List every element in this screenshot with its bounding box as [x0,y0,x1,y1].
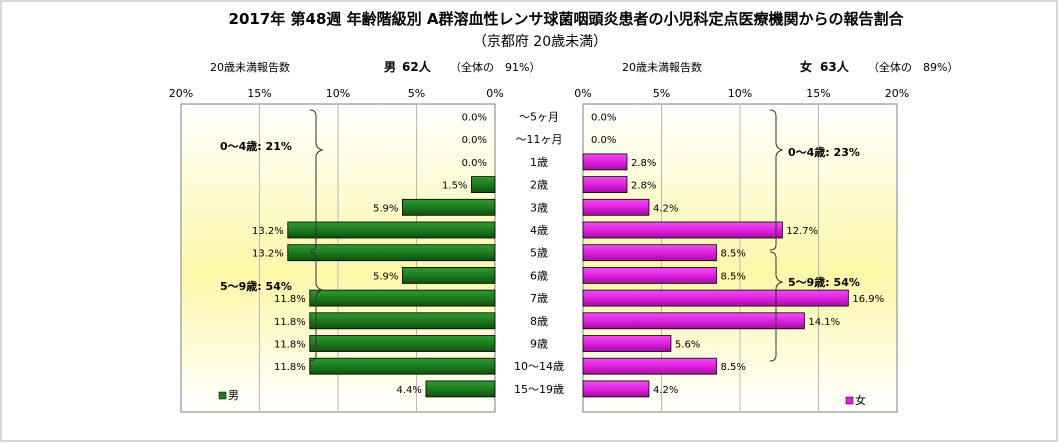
female-tick-label: 10% [728,87,752,100]
female-data-label: 0.0% [591,113,616,124]
male-tick-label: 20% [169,87,193,100]
female-bar [582,153,628,171]
annotation-male-5-9: 5～9歳: 54% [220,279,292,293]
category-label: 1歳 [530,156,548,169]
female-bar [582,221,783,239]
male-data-label: 5.9% [373,271,398,282]
female-data-label: 2.8% [631,181,656,192]
category-label: 4歳 [530,224,548,237]
category-label: ～11ヶ月 [516,133,563,146]
legend-male-label: 男 [228,389,239,402]
male-data-label: 5.9% [373,203,398,214]
male-tick-label: 5% [408,87,425,100]
chart-subtitle: （京都府 20歳未満） [473,34,607,50]
axis-tick-labels: 20% 15% 10% 5% 0% 0% 5% 10% 15% 20% [169,87,909,100]
female-data-label: 2.8% [631,158,656,169]
data-labels: 0.0% 0.0% 0.0% 0.0% 0.0% 2.8% 1.5% 2.8% 5.9% 4.2%… [252,113,884,396]
category-label: 15～19歳 [514,383,564,396]
female-bar [582,357,717,375]
female-tick-label: 5% [653,87,670,100]
female-data-label: 4.2% [653,203,678,214]
male-data-label: 0.0% [462,113,487,124]
female-bar [582,380,650,398]
male-data-label: 11.8% [274,317,306,328]
male-tick-label: 0% [486,87,503,100]
male-data-label: 11.8% [274,340,306,351]
male-bar [309,335,496,352]
male-tick-label: 15% [247,87,271,100]
male-brace-5-9 [309,251,324,362]
female-summary-count: 63人 [820,59,850,74]
female-data-label: 14.1% [808,317,840,328]
legend-female-swatch [845,396,854,405]
female-data-label: 8.5% [720,362,745,373]
female-data-label: 8.5% [720,249,745,260]
female-data-label: 0.0% [591,135,616,146]
male-bar [471,176,496,194]
male-data-label: 13.2% [252,226,284,237]
male-bar [309,357,496,375]
male-summary-sex: 男 [384,60,396,74]
male-brace-0-4 [309,109,324,251]
category-label: 5歳 [530,247,548,260]
category-label: 8歳 [530,315,548,328]
male-tick-label: 10% [326,87,350,100]
female-caption: 20歳未満報告数 [622,61,702,74]
category-label: 9歳 [530,338,548,351]
male-bar [401,198,496,216]
category-labels: ～5ヶ月 ～11ヶ月 1歳 2歳 3歳 4歳 5歳 6歳 7歳 8歳 9歳 10～14歳 15～19歳 [514,111,564,396]
male-bar [401,266,496,284]
age-group-braces [309,109,784,362]
female-data-label: 16.9% [852,294,884,305]
category-label: 2歳 [530,179,548,192]
legend-female-label: 女 [855,393,866,407]
female-brace-0-4 [769,109,784,251]
female-data-label: 4.2% [653,385,678,396]
male-summary-count: 62人 [402,59,432,74]
female-data-label: 12.7% [786,226,818,237]
annotation-female-0-4: 0～4歳: 23% [788,145,860,159]
category-label: 6歳 [530,269,548,282]
female-bar [582,312,805,330]
category-label: ～5ヶ月 [519,111,559,124]
male-bar [287,244,496,262]
male-bar [425,380,496,398]
male-caption: 20歳未満報告数 [210,61,290,74]
female-bar [582,176,628,194]
female-data-label: 5.6% [675,340,700,351]
male-data-label: 0.0% [462,158,487,169]
female-bar [582,244,717,262]
male-data-label: 11.8% [274,294,306,305]
female-bar [582,198,650,216]
female-summary-sex: 女 [800,59,812,74]
male-summary-note: （全体の 91%） [450,60,540,74]
female-tick-label: 20% [885,87,909,100]
male-bar [309,312,496,330]
female-data-label: 8.5% [720,271,745,282]
male-bar [287,221,496,239]
female-tick-label: 15% [806,87,830,100]
female-bar [582,266,717,284]
female-bar [582,289,849,307]
female-tick-label: 0% [574,87,591,100]
male-data-label: 13.2% [252,249,284,260]
female-brace-5-9 [769,251,784,362]
male-data-label: 4.4% [397,385,422,396]
bars [287,153,849,398]
annotation-female-5-9: 5～9歳: 54% [788,275,860,289]
legend-male-swatch [218,391,227,400]
female-summary-note: （全体の 89%） [868,60,958,74]
male-data-label: 1.5% [442,181,467,192]
category-label: 3歳 [530,201,548,214]
annotation-male-0-4: 0～4歳: 21% [220,139,292,153]
male-data-label: 11.8% [274,362,306,373]
male-data-label: 0.0% [462,135,487,146]
female-bar [582,335,672,352]
chart-title: 2017年 第48週 年齢階級別 A群溶血性レンサ球菌咽頭炎患者の小児科定点医療… [229,10,905,28]
category-label: 7歳 [530,292,548,305]
category-label: 10～14歳 [514,360,564,373]
male-bar [309,289,496,307]
